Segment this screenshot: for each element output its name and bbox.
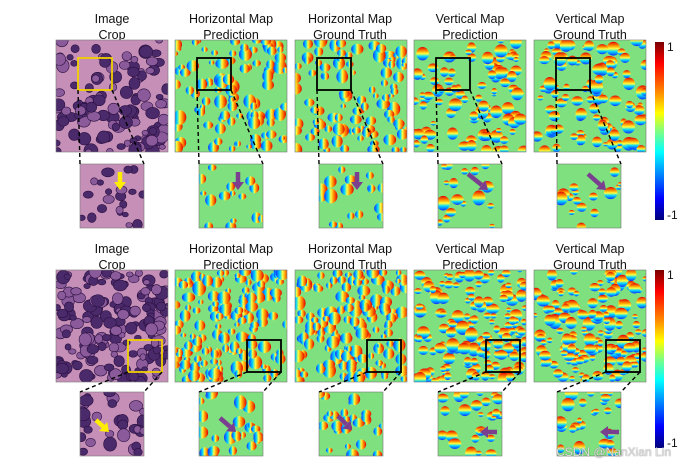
row1-vertical-prediction-zoom — [437, 163, 503, 229]
row1-header-vertical-prediction: Vertical Map Prediction — [435, 12, 505, 42]
row1-vertical-ground-truth-arrow — [586, 172, 606, 190]
row1-horizontal-ground-truth-highlight-box — [316, 57, 352, 91]
row1-header-horizontal-prediction: Horizontal Map Prediction — [188, 12, 274, 42]
row2-vertical-ground-truth-arrow — [600, 426, 619, 438]
row1-image-crop-zoom-line-left — [77, 89, 81, 165]
row1-horizontal-prediction-highlight-box — [196, 57, 232, 91]
row1-vertical-prediction-zoom-line-left — [435, 89, 439, 165]
row1-horizontal-ground-truth-arrow — [351, 172, 363, 190]
row2-image-crop-zoom — [79, 391, 145, 457]
row2-horizontal-prediction-panel — [174, 269, 288, 383]
row2-vertical-prediction-zoom — [437, 391, 503, 457]
row2-vertical-prediction-zoom-line-left — [437, 371, 487, 393]
row2-horizontal-ground-truth-panel — [294, 269, 408, 383]
row1-horizontal-prediction-arrow — [232, 172, 244, 190]
row1-vertical-ground-truth-highlight-box — [555, 57, 591, 91]
row1-vertical-prediction-arrow — [466, 172, 488, 190]
row2-header-image-crop: Image Crop — [94, 242, 130, 272]
row2-image-crop-highlight-box — [127, 339, 163, 373]
row2-vertical-prediction-highlight-box — [485, 339, 521, 373]
row2-header-horizontal-ground-truth: Horizontal Map Ground Truth — [307, 242, 393, 272]
colorbar-row2 — [655, 270, 664, 448]
row1-image-crop-arrow — [114, 172, 126, 190]
row1-vertical-ground-truth-zoom — [556, 163, 622, 229]
row2-vertical-ground-truth-panel — [533, 269, 647, 383]
row2-horizontal-prediction-zoom-line-left — [198, 371, 248, 393]
watermark: CSDN @NanXian Lin — [556, 445, 671, 459]
row1-header-horizontal-ground-truth: Horizontal Map Ground Truth — [307, 12, 393, 42]
row2-image-crop-panel — [55, 269, 169, 383]
row1-image-crop-zoom — [79, 163, 145, 229]
row2-header-vertical-ground-truth: Vertical Map Ground Truth — [553, 242, 627, 272]
row1-vertical-prediction-panel — [413, 39, 527, 153]
row1-image-crop-panel — [55, 39, 169, 153]
row2-horizontal-ground-truth-zoom-line-right — [382, 371, 402, 393]
row2-vertical-prediction-panel — [413, 269, 527, 383]
row2-horizontal-prediction-zoom — [198, 391, 264, 457]
row2-header-vertical-prediction: Vertical Map Prediction — [435, 242, 505, 272]
row2-vertical-prediction-arrow — [480, 426, 497, 438]
row2-image-crop-zoom-line-left — [79, 371, 129, 393]
colorbar-row2-min-label: -1 — [667, 436, 678, 450]
row1-horizontal-prediction-panel — [174, 39, 288, 153]
row2-image-crop-arrow — [94, 418, 109, 432]
row1-horizontal-prediction-zoom — [198, 163, 264, 229]
row2-horizontal-prediction-zoom-line-right — [262, 371, 282, 393]
row1-vertical-ground-truth-panel — [533, 39, 647, 153]
row2-vertical-ground-truth-zoom-line-right — [620, 371, 641, 393]
row2-vertical-ground-truth-zoom-line-left — [556, 371, 607, 393]
row2-horizontal-prediction-highlight-box — [246, 339, 282, 373]
row1-header-vertical-ground-truth: Vertical Map Ground Truth — [553, 12, 627, 42]
row2-image-crop-zoom-line-right — [143, 371, 163, 393]
colorbar-row2-max-label: 1 — [667, 268, 674, 282]
row1-horizontal-ground-truth-panel — [294, 39, 408, 153]
row2-horizontal-ground-truth-highlight-box — [366, 339, 402, 373]
row2-vertical-prediction-zoom-line-right — [501, 371, 521, 393]
row1-header-image-crop: Image Crop — [94, 12, 130, 42]
row1-vertical-prediction-highlight-box — [435, 57, 471, 91]
row1-image-crop-highlight-box — [77, 57, 113, 91]
row2-vertical-ground-truth-highlight-box — [605, 339, 641, 373]
row2-horizontal-ground-truth-zoom-line-left — [318, 371, 368, 393]
row1-horizontal-ground-truth-zoom-line-left — [316, 89, 320, 165]
row2-horizontal-ground-truth-arrow — [336, 414, 352, 430]
row1-horizontal-prediction-zoom-line-left — [196, 89, 200, 165]
colorbar-row1-min-label: -1 — [667, 208, 678, 222]
row2-vertical-ground-truth-zoom — [556, 391, 622, 457]
colorbar-row1-max-label: 1 — [667, 40, 674, 54]
row1-horizontal-ground-truth-zoom — [318, 163, 384, 229]
row2-header-horizontal-prediction: Horizontal Map Prediction — [188, 242, 274, 272]
row1-vertical-ground-truth-zoom-line-right — [589, 89, 622, 165]
row2-horizontal-prediction-arrow — [218, 416, 236, 432]
row1-vertical-ground-truth-zoom-line-left — [555, 89, 558, 165]
colorbar-row1 — [655, 42, 664, 220]
